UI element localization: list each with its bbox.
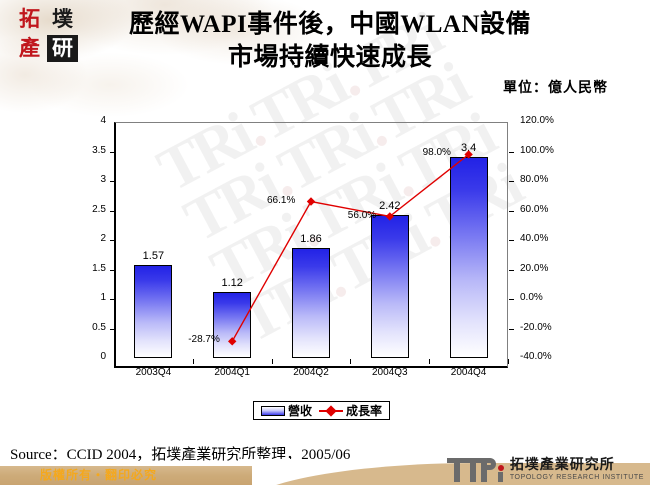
bar-column [134, 265, 173, 358]
x-axis-tick-label: 2004Q2 [293, 367, 329, 378]
page-title: 歷經WAPI事件後，中國WLAN設備 市場持續快速成長 [95, 8, 565, 74]
line-data-point [306, 197, 316, 206]
bar-swatch-icon [261, 405, 285, 416]
growth-data-label: 98.0% [422, 147, 451, 159]
y-axis-right-tickmark [509, 151, 514, 153]
copyright-text: 版權所有‧翻印必究 [40, 468, 158, 482]
y-axis-left-tickmark [110, 299, 115, 300]
y-axis-right-tick: 80.0% [520, 174, 549, 185]
y-axis-right-tickmark [509, 299, 514, 300]
y-axis-left-tick: 3 [100, 174, 106, 185]
y-axis-left-tickmark [110, 269, 115, 271]
growth-data-label: -28.7% [188, 334, 220, 346]
legend-item-revenue: 營收 [261, 402, 312, 419]
y-axis-left-tick: 2 [100, 233, 106, 244]
y-axis-right-tickmark [509, 240, 514, 241]
combo-chart: 0 0.5 1 1.5 2 2.5 3 3.5 4 -40.0% -20.0% 0.0% 20.0% 4… [0, 112, 650, 397]
x-axis-separator [350, 359, 352, 364]
tri-mark-icon [446, 458, 505, 482]
growth-data-label: 56.0% [347, 210, 377, 222]
title-line-2: 市場持續快速成長 [227, 44, 432, 71]
seal-char-3: 產 [19, 36, 40, 60]
bar-data-label: 1.57 [142, 250, 165, 263]
y-axis-right-tickmark [509, 269, 514, 271]
line-data-point [464, 150, 473, 159]
unit-label: 單位：億人民幣 [503, 81, 608, 96]
y-axis-left-tickmark [110, 151, 115, 153]
seal-char-2: 墣 [52, 7, 73, 31]
bar-data-label: 3.4 [460, 142, 477, 155]
line-data-point [228, 337, 237, 346]
y-axis-left-tickmark [110, 240, 115, 241]
y-axis-left-tickmark [110, 181, 115, 182]
x-axis-tick-label: 2004Q1 [214, 367, 250, 378]
x-axis-separator [192, 359, 194, 364]
x-axis-separator [429, 359, 431, 364]
y-axis-right-tick: 60.0% [520, 203, 549, 215]
copyright-band [0, 466, 252, 485]
y-axis-right-tick: -40.0% [520, 351, 552, 362]
bar-column [213, 291, 252, 358]
y-axis-right-tick: 120.0% [520, 115, 554, 126]
y-axis-left-tick: 3.5 [92, 144, 106, 156]
title-line-1: 歷經WAPI事件後，中國WLAN設備 [128, 11, 532, 38]
bar-data-label: 1.12 [221, 276, 243, 289]
y-axis-right-tick: 100.0% [520, 144, 554, 156]
bar-column [449, 157, 488, 358]
x-axis-separator [271, 359, 273, 364]
x-axis-tick-label: 2003Q4 [135, 367, 172, 378]
seal-char-4: 研 [47, 35, 78, 62]
footer-logo-en: TOPOLOGY RESEARCH INSTITUTE [509, 474, 644, 481]
y-axis-left-tickmark [110, 328, 115, 330]
bar-data-label: 1.86 [300, 233, 322, 246]
seal-char-1: 拓 [19, 7, 40, 31]
y-axis-left-tick: 1.5 [92, 262, 106, 274]
y-axis-left-tick: 4 [100, 115, 106, 126]
y-axis-left-tick: 2.5 [92, 203, 106, 215]
chart-legend: 營收 成長率 [253, 401, 391, 420]
plot-area [114, 122, 508, 368]
y-axis-left-tickmark [110, 210, 115, 212]
legend-label-revenue: 營收 [288, 404, 313, 418]
y-axis-left-tick: 0.5 [92, 321, 106, 333]
legend-label-growth: 成長率 [346, 404, 383, 418]
footer-curve-band [238, 459, 650, 485]
y-axis-right-tick: 0.0% [520, 292, 543, 303]
tri-footer-logo: 拓墣產業研究所 TOPOLOGY RESEARCH INSTITUTE [446, 454, 644, 482]
y-axis-left-tick: 0 [100, 351, 106, 362]
legend-item-growth: 成長率 [319, 402, 382, 419]
tri-seal-logo: 拓 墣 產 研 [14, 6, 80, 64]
bar-data-label: 2.42 [379, 200, 401, 213]
y-axis-left-tick: 1 [100, 292, 106, 303]
footer-logo-cn: 拓墣產業研究所 [509, 458, 615, 473]
x-axis-tick-label: 2004Q3 [371, 367, 408, 378]
y-axis-right-tickmark [509, 328, 514, 330]
bar-column [370, 215, 409, 358]
bar-column [292, 248, 330, 358]
x-axis-tick-label: 2004Q4 [450, 367, 487, 378]
y-axis-right-tickmark [509, 181, 514, 182]
growth-data-label: 66.1% [267, 194, 296, 206]
x-axis-separator [508, 359, 509, 364]
y-axis-right-tickmark [509, 210, 514, 212]
y-axis-right-tick: -20.0% [520, 321, 552, 333]
line-data-point [385, 212, 394, 221]
growth-line-series [228, 150, 473, 346]
y-axis-right-tick: 40.0% [520, 233, 549, 244]
line-marker-icon [319, 404, 344, 417]
y-axis-right-tick: 20.0% [520, 262, 549, 274]
